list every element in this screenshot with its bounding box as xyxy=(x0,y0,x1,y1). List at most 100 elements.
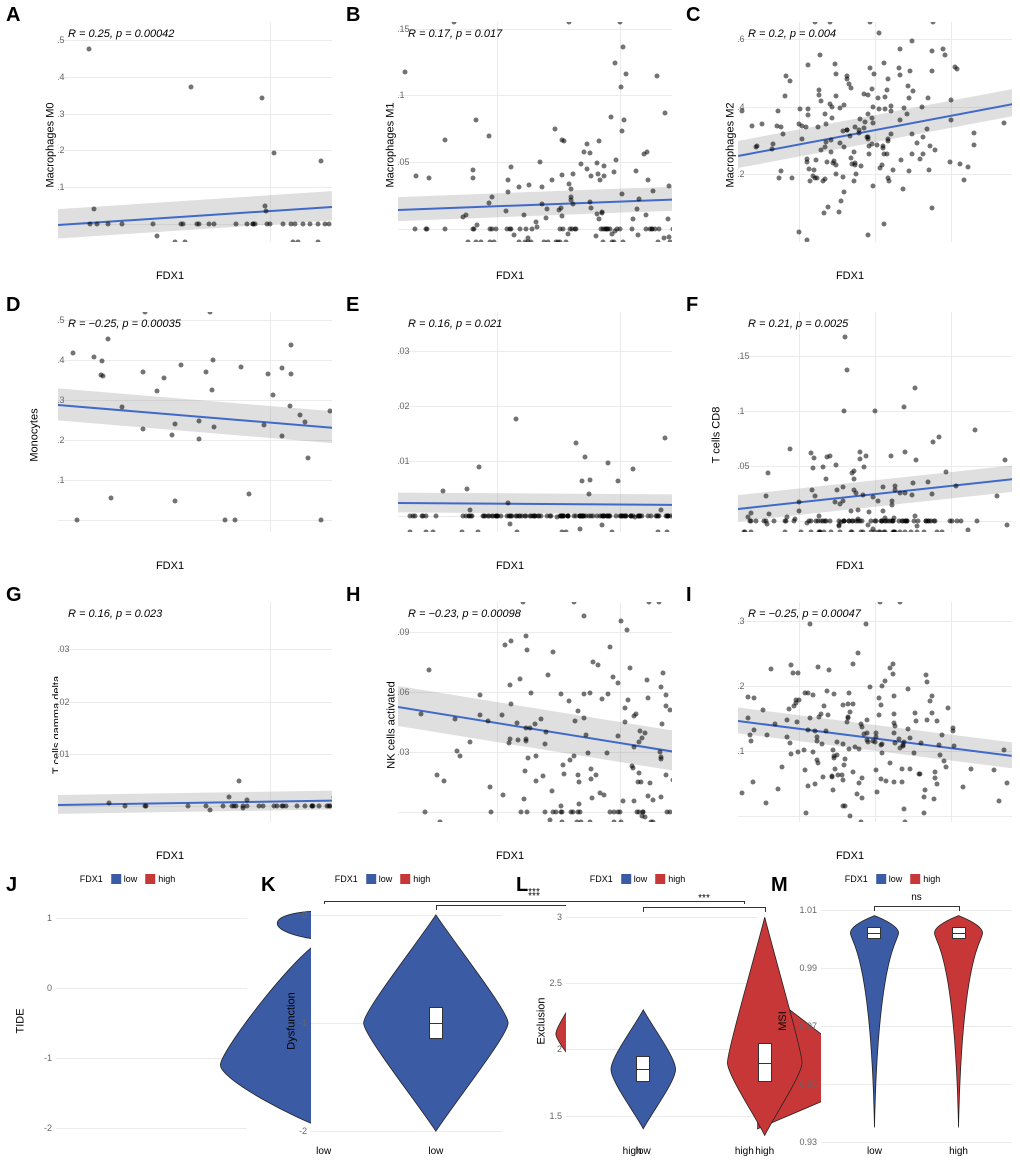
panel-letter: H xyxy=(346,584,360,607)
y-axis-label: Macrophages M0 xyxy=(45,103,57,188)
scatter-panel-F: FT cells CD8FDX100.050.10.152.53.03.5R =… xyxy=(680,290,1020,580)
plot-area: 00.10.20.30.40.52.53.03.5R = 0.25, p = 0… xyxy=(58,22,332,242)
correlation-annotation: R = 0.16, p = 0.021 xyxy=(408,318,502,330)
legend-item-low: low xyxy=(111,874,138,884)
x-axis-label: FDX1 xyxy=(496,270,524,282)
plot-area: 0.930.950.970.991.01lowhighns xyxy=(821,904,1012,1142)
panel-letter: G xyxy=(6,584,22,607)
x-axis-label: FDX1 xyxy=(156,560,184,572)
legend-title: FDX1 xyxy=(335,874,358,884)
plot-area: 00.10.20.32.53.03.5R = −0.25, p = 0.0004… xyxy=(738,602,1012,822)
legend-item-high: high xyxy=(910,874,940,884)
plot-area: 00.010.020.032.53.03.5R = 0.16, p = 0.02… xyxy=(58,602,332,822)
violin-panel-J: JFDX1lowhighTIDE-2-101lowhigh*** xyxy=(0,870,255,1172)
legend-label-high: high xyxy=(158,874,175,884)
y-tick: 2.5 xyxy=(549,978,562,988)
y-tick: 0 xyxy=(47,983,52,993)
x-axis-label: FDX1 xyxy=(496,850,524,862)
y-tick: 0.99 xyxy=(799,963,817,973)
x-category-label: low xyxy=(636,1142,651,1157)
legend-label-low: low xyxy=(379,874,393,884)
y-tick: 1.5 xyxy=(549,1111,562,1121)
legend: FDX1 low high xyxy=(590,874,686,884)
panel-letter: K xyxy=(261,874,275,897)
y-axis-label: Exclusion xyxy=(536,997,548,1044)
plot-area: 1.522.53lowhigh*** xyxy=(566,904,757,1142)
legend-title: FDX1 xyxy=(80,874,103,884)
legend-title: FDX1 xyxy=(590,874,613,884)
legend: FDX1 low high xyxy=(80,874,176,884)
y-tick: 3 xyxy=(557,912,562,922)
violin-shape xyxy=(821,904,1012,1142)
y-axis-label: Macrophages M1 xyxy=(385,103,397,188)
scatter-panel-H: H NK cells activated FDX1 00.030.060.092.53… xyxy=(340,580,680,870)
legend-label-high: high xyxy=(923,874,940,884)
y-tick: -2 xyxy=(299,1126,307,1136)
significance-label: *** xyxy=(698,893,710,904)
correlation-annotation: R = −0.23, p = 0.00098 xyxy=(408,608,521,620)
y-tick: -2 xyxy=(44,1123,52,1133)
x-axis-label: FDX1 xyxy=(156,850,184,862)
legend-label-high: high xyxy=(413,874,430,884)
x-category-label: low xyxy=(867,1142,882,1157)
legend: FDX1 low high xyxy=(335,874,431,884)
scatter-panel-B: B Macrophages M1 FDX1 00.050.10.152.53.03.5… xyxy=(340,0,680,290)
y-tick: 0.97 xyxy=(799,1021,817,1031)
y-tick: 2 xyxy=(557,1044,562,1054)
plot-area: -2-10lowhigh*** xyxy=(311,904,502,1142)
panel-letter: F xyxy=(686,294,698,317)
violin-panel-L: LFDX1lowhighExclusion1.522.53lowhigh*** xyxy=(510,870,765,1172)
plot-area: 0.20.40.62.53.03.5R = 0.2, p = 0.004 xyxy=(738,22,1012,242)
scatter-panel-A: A Macrophages M0 FDX1 00.10.20.30.40.52.53.… xyxy=(0,0,340,290)
correlation-annotation: R = 0.16, p = 0.023 xyxy=(68,608,162,620)
x-axis-label: FDX1 xyxy=(836,850,864,862)
plot-area: -2-101lowhigh*** xyxy=(56,904,247,1142)
y-axis-label: Dysfunction xyxy=(286,992,298,1049)
plot-area: 00.050.10.152.53.03.5R = 0.21, p = 0.002… xyxy=(738,312,1012,532)
y-tick: -1 xyxy=(44,1053,52,1063)
row-2: D Monocytes FDX1 00.10.20.30.40.52.53.03.5R… xyxy=(0,290,1020,580)
plot-area: 00.10.20.30.40.52.53.03.5R = −0.25, p = … xyxy=(58,312,332,532)
correlation-annotation: R = 0.17, p = 0.017 xyxy=(408,28,502,40)
scatter-panel-E: ET cells CD4 memory activatedFDX100.010.… xyxy=(340,290,680,580)
y-tick: 1.01 xyxy=(799,905,817,915)
panel-letter: A xyxy=(6,4,20,27)
correlation-annotation: R = 0.2, p = 0.004 xyxy=(748,28,836,40)
legend-label-high: high xyxy=(668,874,685,884)
y-axis-label: TIDE xyxy=(15,1008,27,1033)
correlation-annotation: R = 0.21, p = 0.0025 xyxy=(748,318,848,330)
panel-letter: C xyxy=(686,4,700,27)
y-axis-label: MSI xyxy=(777,1011,789,1031)
x-axis-label: FDX1 xyxy=(156,270,184,282)
y-axis-label: T cells CD8 xyxy=(710,407,722,464)
y-axis-label: Monocytes xyxy=(29,408,41,461)
significance-label: ns xyxy=(911,892,922,903)
figure-grid: A Macrophages M0 FDX1 00.10.20.30.40.52.53.… xyxy=(0,0,1020,1172)
legend-label-low: low xyxy=(889,874,903,884)
confidence-band xyxy=(398,312,672,532)
panel-letter: D xyxy=(6,294,20,317)
legend-title: FDX1 xyxy=(845,874,868,884)
correlation-annotation: R = −0.25, p = 0.00035 xyxy=(68,318,181,330)
confidence-band xyxy=(58,602,332,822)
x-axis-label: FDX1 xyxy=(496,560,524,572)
y-axis-label: NK cells activated xyxy=(386,681,398,768)
y-axis-label: Macrophages M2 xyxy=(725,103,737,188)
row-3: GT cells gamma deltaFDX100.010.020.032.5… xyxy=(0,580,1020,870)
legend-item-low: low xyxy=(366,874,393,884)
scatter-panel-G: GT cells gamma deltaFDX100.010.020.032.5… xyxy=(0,580,340,870)
x-axis-label: FDX1 xyxy=(836,270,864,282)
y-tick: 0.95 xyxy=(799,1079,817,1089)
plot-area: 00.030.060.092.53.03.5R = −0.23, p = 0.0… xyxy=(398,602,672,822)
row-4: JFDX1lowhighTIDE-2-101lowhigh***KFDX1low… xyxy=(0,870,1020,1172)
legend-item-low: low xyxy=(876,874,903,884)
violin-panel-K: K FDX1 low high Dysfunction -2-10lowhigh*** xyxy=(255,870,510,1172)
plot-area: 00.050.10.152.53.03.5R = 0.17, p = 0.017 xyxy=(398,22,672,242)
panel-letter: B xyxy=(346,4,360,27)
y-tick: -1 xyxy=(299,1018,307,1028)
panel-letter: I xyxy=(686,584,692,607)
scatter-panel-I: IT cells CD4 memory restingFDX100.10.20.… xyxy=(680,580,1020,870)
legend-item-low: low xyxy=(621,874,648,884)
y-tick: 1 xyxy=(47,913,52,923)
legend-item-high: high xyxy=(145,874,175,884)
